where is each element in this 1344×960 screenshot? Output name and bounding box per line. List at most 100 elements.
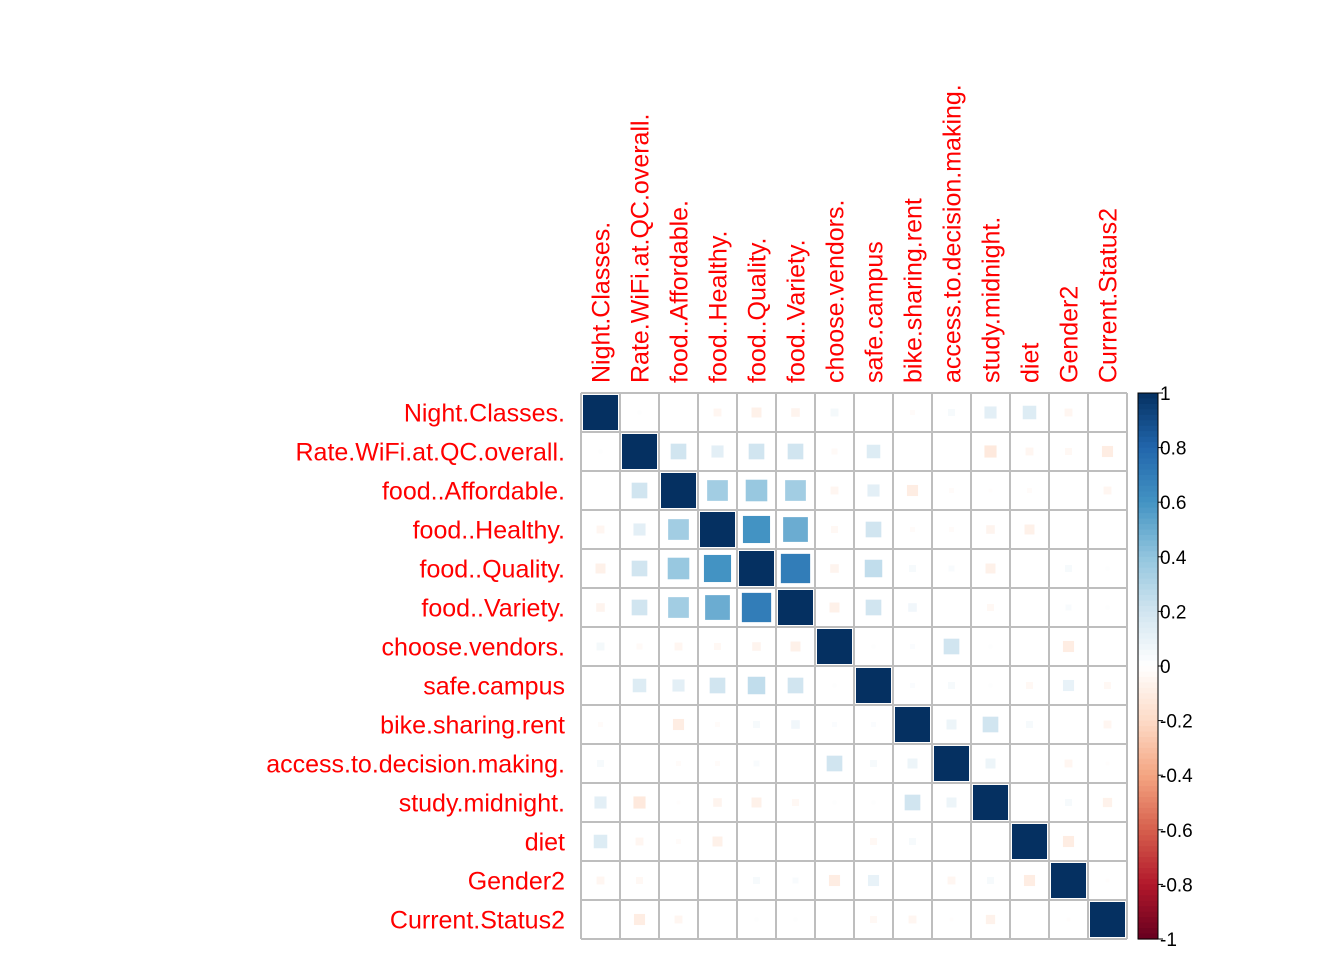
colorbar-tick-label: 0.6	[1160, 493, 1186, 514]
cell-food..Affordable.-diet	[1027, 488, 1032, 493]
colorbar-segment	[1138, 813, 1158, 820]
colorbar-segment	[1138, 627, 1158, 634]
cell-Rate.WiFi.at.QC.overall.-food..Affordable.	[670, 443, 687, 460]
cell-study.midnight.-food..Quality.	[751, 797, 762, 808]
cell-study.midnight.-safe.campus	[871, 800, 876, 805]
cell-Gender2-Current.Status2	[1105, 878, 1110, 883]
cell-diet-food..Affordable.	[676, 839, 681, 844]
row-labels: Night.Classes. Rate.WiFi.at.QC.overall. fo…	[266, 400, 565, 935]
correlation-cells	[583, 395, 1125, 937]
cell-Rate.WiFi.at.QC.overall.-Current.Status2	[1101, 445, 1114, 458]
colorbar-segment	[1138, 420, 1158, 427]
cell-choose.vendors.-food..Variety.	[790, 641, 801, 652]
cell-safe.campus-diet	[1026, 682, 1033, 689]
cell-choose.vendors.-access.to.decision.making.	[943, 638, 960, 655]
colorbar-segment	[1138, 731, 1158, 738]
cell-access.to.decision.making.-Night.Classes.	[597, 760, 604, 767]
cell-food..Quality.-choose.vendors.	[830, 564, 839, 573]
colorbar-segment	[1138, 573, 1158, 580]
colorbar-segment	[1138, 534, 1158, 542]
row-label: Night.Classes.	[404, 400, 565, 428]
colorbar-segment	[1138, 447, 1158, 454]
cell-study.midnight.-study.midnight.	[973, 785, 1008, 820]
row-label: study.midnight.	[399, 790, 565, 818]
colorbar-segment	[1138, 873, 1158, 880]
cell-food..Quality.-safe.campus	[864, 559, 883, 578]
cell-food..Quality.-food..Healthy.	[703, 554, 732, 583]
colorbar-segment	[1138, 922, 1158, 929]
cell-bike.sharing.rent-diet	[1026, 721, 1033, 728]
cell-Gender2-food..Variety.	[792, 877, 799, 884]
cell-access.to.decision.making.-Gender2	[1064, 759, 1073, 768]
colorbar-segment	[1138, 786, 1158, 793]
cell-food..Affordable.-safe.campus	[867, 484, 880, 497]
colorbar-tick-label: -0.8	[1160, 875, 1193, 896]
colorbar-tick-label: -0.4	[1160, 766, 1193, 787]
colorbar-segment	[1138, 469, 1158, 476]
colorbar-segment	[1138, 453, 1158, 460]
cell-Gender2-access.to.decision.making.	[947, 876, 956, 885]
cell-bike.sharing.rent-study.midnight.	[982, 716, 999, 733]
colorbar-segment	[1138, 644, 1158, 651]
cell-access.to.decision.making.-food..Healthy.	[715, 761, 720, 766]
row-label: food..Healthy.	[413, 517, 565, 545]
cell-food..Affordable.-food..Variety.	[785, 480, 806, 501]
colorbar-segment	[1138, 928, 1158, 935]
cell-food..Healthy.-food..Variety.	[783, 517, 808, 542]
colorbar-segment	[1138, 769, 1158, 776]
cell-Rate.WiFi.at.QC.overall.-Gender2	[1065, 448, 1072, 455]
cell-Current.Status2-Rate.WiFi.at.QC.overall.	[633, 913, 646, 926]
cell-food..Quality.-Current.Status2	[1105, 566, 1110, 571]
cell-study.midnight.-food..Variety.	[792, 799, 799, 806]
cell-Current.Status2-bike.sharing.rent	[908, 915, 917, 924]
cell-food..Healthy.-study.midnight.	[986, 525, 995, 534]
cell-food..Quality.-Rate.WiFi.at.QC.overall.	[631, 560, 648, 577]
colorbar-segment	[1138, 518, 1158, 525]
cell-food..Healthy.-diet	[1024, 524, 1035, 535]
colorbar-segment	[1138, 720, 1158, 727]
colorbar-segment	[1138, 884, 1158, 891]
cell-food..Healthy.-food..Healthy.	[700, 512, 735, 547]
row-label: Gender2	[468, 868, 565, 896]
cell-study.midnight.-Current.Status2	[1102, 797, 1113, 808]
cell-Night.Classes.-access.to.decision.making.	[948, 409, 955, 416]
cell-food..Variety.-study.midnight.	[987, 604, 994, 611]
cell-Rate.WiFi.at.QC.overall.-diet	[1025, 447, 1034, 456]
colorbar-segment	[1138, 403, 1158, 410]
cell-Rate.WiFi.at.QC.overall.-Rate.WiFi.at.QC.overall.	[622, 434, 657, 469]
cell-choose.vendors.-food..Healthy.	[714, 643, 721, 650]
colorbar-segment	[1138, 709, 1158, 716]
cell-bike.sharing.rent-choose.vendors.	[832, 722, 837, 727]
cell-choose.vendors.-bike.sharing.rent	[910, 644, 915, 649]
cell-food..Variety.-bike.sharing.rent	[908, 603, 917, 612]
colorbar-segment	[1138, 780, 1158, 787]
colorbar-segment	[1138, 878, 1158, 885]
colorbar-tick-label: -0.2	[1160, 712, 1193, 733]
cell-food..Variety.-food..Healthy.	[705, 595, 730, 620]
cell-diet-Rate.WiFi.at.QC.overall.	[635, 837, 644, 846]
cell-food..Variety.-safe.campus	[865, 599, 882, 616]
cell-study.midnight.-Rate.WiFi.at.QC.overall.	[633, 796, 646, 809]
cell-food..Variety.-Gender2	[1065, 604, 1072, 611]
colorbar-segment	[1138, 682, 1158, 689]
cell-food..Variety.-Night.Classes.	[596, 603, 605, 612]
cell-Rate.WiFi.at.QC.overall.-safe.campus	[866, 444, 881, 459]
colorbar-segment	[1138, 868, 1158, 875]
colorbar-segment	[1138, 496, 1158, 503]
cell-safe.campus-Gender2	[1062, 679, 1075, 692]
cell-bike.sharing.rent-food..Quality.	[753, 721, 760, 728]
cell-Night.Classes.-bike.sharing.rent	[910, 410, 915, 415]
cell-food..Healthy.-Rate.WiFi.at.QC.overall.	[633, 523, 646, 536]
colorbar-segment	[1138, 622, 1158, 629]
grid-lines	[580, 392, 1128, 940]
cell-food..Healthy.-Night.Classes.	[596, 525, 605, 534]
cell-diet-diet	[1012, 824, 1047, 859]
cell-food..Healthy.-food..Quality.	[742, 515, 771, 544]
cell-safe.campus-food..Affordable.	[672, 679, 685, 692]
colorbar-segment	[1138, 551, 1158, 558]
cell-food..Quality.-food..Variety.	[780, 553, 811, 584]
cell-Current.Status2-Current.Status2	[1090, 902, 1125, 937]
colorbar-segment	[1138, 671, 1158, 678]
cell-choose.vendors.-study.midnight.	[988, 644, 993, 649]
row-label: food..Affordable.	[382, 478, 565, 506]
